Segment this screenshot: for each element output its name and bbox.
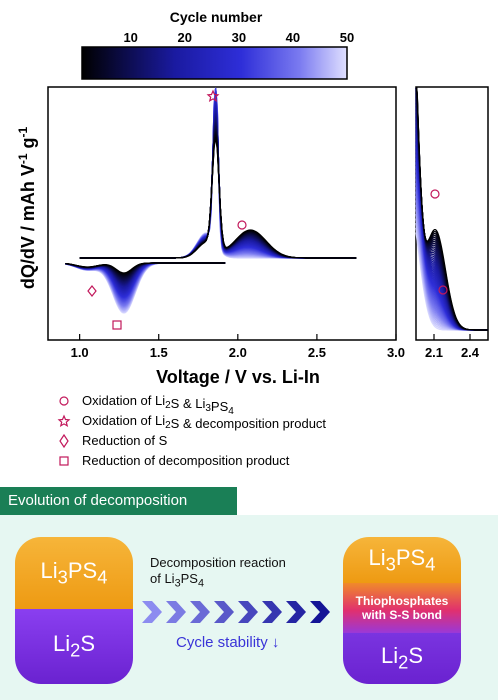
legend-star-icon xyxy=(57,414,71,428)
main-tick-label: 1.5 xyxy=(150,345,168,360)
legend-circle-icon xyxy=(59,396,69,406)
chevron-icon xyxy=(310,601,330,623)
right-capsule: Li3PS4 Thiophosphates with S-S bond Li2S xyxy=(343,537,461,684)
inset-x-ticks: 2.1 2.4 xyxy=(425,334,480,360)
panel-title: Evolution of decomposition xyxy=(0,487,237,515)
right-thiophosphates-layer: Thiophosphates with S-S bond xyxy=(343,583,461,633)
legend-entry: Reduction of decomposition product xyxy=(82,453,290,468)
chevron-icon xyxy=(142,601,162,623)
legend-entry: Reduction of S xyxy=(82,433,168,448)
colorbar-tick: 50 xyxy=(340,30,354,45)
colorbar xyxy=(81,46,348,80)
dqdv-figure: Cycle number 10 20 30 40 50 dQ/dV / mAh V-1 … xyxy=(16,9,489,468)
marker-diamond xyxy=(87,285,97,297)
legend-square-icon xyxy=(59,456,69,466)
left-li3ps4-layer: Li3PS4 xyxy=(15,537,133,609)
charge-curve xyxy=(79,137,357,259)
colorbar-title: Cycle number xyxy=(170,9,263,25)
main-curves xyxy=(65,87,357,314)
chevron-icon xyxy=(214,601,234,623)
cycle-stability-label: Cycle stability ↓ xyxy=(176,634,280,651)
inset-tick-label: 2.4 xyxy=(461,345,480,360)
marker-square xyxy=(112,320,122,330)
colorbar-ticks: 10 20 30 40 50 xyxy=(123,30,354,45)
colorbar-tick: 40 xyxy=(286,30,300,45)
inset-marker-circle-1 xyxy=(430,189,440,199)
y-axis-label: dQ/dV / mAh V-1 g-1 xyxy=(16,126,38,289)
arrow-caption: Decomposition reaction of Li3PS4 xyxy=(150,555,286,590)
legend-entry: Oxidation of Li2S & decomposition produc… xyxy=(82,413,326,431)
chevron-icon xyxy=(262,601,282,623)
chevron-icon xyxy=(238,601,258,623)
charge-curve xyxy=(79,114,357,259)
inset-marker-circle-2 xyxy=(438,285,448,295)
right-li2s-layer: Li2S xyxy=(343,633,461,684)
inset-curves xyxy=(415,87,488,331)
main-tick-label: 1.0 xyxy=(71,345,89,360)
chevron-icon xyxy=(286,601,306,623)
marker-star xyxy=(206,89,220,103)
colorbar-tick: 30 xyxy=(232,30,246,45)
charge-curve xyxy=(79,112,357,259)
left-capsule: Li3PS4 Li2S xyxy=(15,537,133,684)
colorbar-tick: 20 xyxy=(178,30,192,45)
main-tick-label: 2.5 xyxy=(308,345,326,360)
marker-circle xyxy=(237,220,247,230)
chevron-icon xyxy=(166,601,186,623)
x-axis-label: Voltage / V vs. Li-In xyxy=(156,367,320,387)
legend-entry: Oxidation of Li2S & Li3PS4 xyxy=(82,393,234,417)
discharge-curve xyxy=(65,262,226,274)
main-plot-area xyxy=(47,86,397,341)
inset-tick-label: 2.1 xyxy=(425,345,443,360)
main-tick-label: 3.0 xyxy=(387,345,405,360)
panel-body: Li3PS4 Li2S Decomposition reaction of Li… xyxy=(0,515,498,700)
legend-diamond-icon xyxy=(59,433,69,449)
main-tick-label: 2.0 xyxy=(229,345,247,360)
main-x-ticks: 1.0 1.5 2.0 2.5 3.0 xyxy=(71,334,405,360)
right-li3ps4-layer: Li3PS4 xyxy=(343,537,461,583)
chevron-icon xyxy=(190,601,210,623)
inset-curve xyxy=(415,87,488,331)
left-li2s-layer: Li2S xyxy=(15,609,133,684)
progress-chevrons xyxy=(142,601,330,623)
decomposition-panel: Evolution of decomposition Li3PS4 Li2S D… xyxy=(0,487,498,700)
colorbar-tick: 10 xyxy=(123,30,137,45)
charge-curve xyxy=(79,115,357,259)
